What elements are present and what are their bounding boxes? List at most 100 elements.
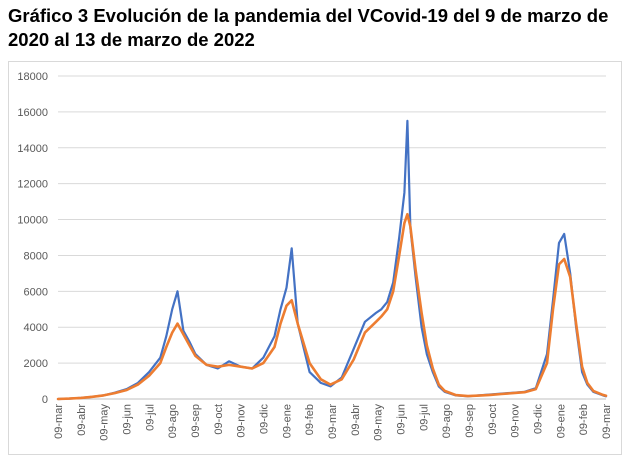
data-point (426, 353, 428, 355)
data-point (407, 213, 409, 215)
data-point (240, 366, 242, 368)
data-point (286, 287, 288, 289)
data-point (137, 384, 139, 386)
data-point (320, 379, 322, 381)
data-point (552, 309, 554, 311)
data-point (364, 332, 366, 334)
data-point (251, 368, 253, 370)
x-tick-label: 09-sep (190, 404, 202, 438)
x-tick-label: 09-ago (441, 404, 453, 438)
data-point (563, 233, 565, 235)
data-point (309, 362, 311, 364)
x-tick-label: 09-feb (304, 404, 316, 435)
data-point (57, 398, 59, 400)
data-point (171, 309, 173, 311)
x-tick-label: 09-mar (601, 404, 613, 439)
data-point (341, 379, 343, 381)
data-point (467, 395, 469, 397)
data-point (114, 392, 116, 394)
data-point (587, 382, 589, 384)
x-tick-label: 09-ene (555, 404, 567, 438)
data-point (274, 346, 276, 348)
data-point (398, 237, 400, 239)
chart-area (8, 61, 622, 455)
data-point (398, 255, 400, 257)
data-point (513, 392, 515, 394)
data-point (183, 334, 185, 336)
x-tick-label: 09-oct (213, 404, 225, 435)
series-lines (56, 119, 608, 401)
y-tick-label: 8000 (24, 250, 48, 262)
data-point (189, 344, 191, 346)
data-point (386, 301, 388, 303)
y-tick-label: 6000 (24, 286, 48, 298)
data-point (68, 398, 70, 400)
x-tick-label: 09-ago (167, 404, 179, 438)
data-point (444, 390, 446, 392)
data-point (404, 192, 406, 194)
data-point (478, 395, 480, 397)
y-tick-label: 18000 (17, 71, 48, 83)
data-point (575, 323, 577, 325)
data-point (524, 391, 526, 393)
data-point (195, 355, 197, 357)
data-point (605, 395, 607, 397)
series-line-daily (56, 119, 608, 401)
x-tick-label: 09-nov (236, 404, 248, 438)
data-point (404, 222, 406, 224)
y-tick-label: 0 (42, 394, 48, 406)
data-point (263, 357, 265, 359)
x-tick-label: 09-feb (578, 404, 590, 435)
x-tick-label: 09-abr (350, 404, 362, 436)
data-point (320, 382, 322, 384)
data-point (490, 394, 492, 396)
data-point (274, 335, 276, 337)
data-point (386, 309, 388, 311)
data-point (410, 226, 412, 228)
data-point (177, 323, 179, 325)
x-tick-label: 09-oct (487, 404, 499, 435)
data-point (280, 309, 282, 311)
data-point (228, 361, 230, 363)
data-point (432, 368, 434, 370)
chart-title: Gráfico 3 Evolución de la pandemia del V… (8, 5, 609, 50)
data-point (535, 388, 537, 390)
data-point (148, 375, 150, 377)
data-point (166, 335, 168, 337)
data-point (217, 366, 219, 368)
x-tick-label: 09-jul (144, 404, 156, 431)
data-point (148, 371, 150, 373)
x-tick-label: 09-dic (533, 404, 545, 434)
x-tick-label: 09-mar (327, 404, 339, 439)
data-point (392, 291, 394, 293)
data-point (546, 362, 548, 364)
y-axis: 0 2000 4000 6000 8000 10000 12000 14000 16000 180… (17, 71, 48, 406)
data-point (309, 371, 311, 373)
data-point (593, 390, 595, 392)
x-tick-label: 09-jun (396, 404, 408, 435)
data-point (375, 312, 377, 314)
data-point (364, 321, 366, 323)
data-point (177, 291, 179, 293)
x-tick-label: 09-nov (510, 404, 522, 438)
data-point (501, 393, 503, 395)
x-tick-label: 09-may (99, 404, 111, 441)
data-point (166, 346, 168, 348)
x-axis: 09-mar 09-abr 09-may 09-jun 09-jul 09-ago 09-s… (53, 404, 613, 441)
data-point (103, 395, 105, 397)
data-point (92, 396, 94, 398)
y-tick-label: 4000 (24, 322, 48, 334)
y-tick-label: 14000 (17, 143, 48, 155)
data-point (381, 316, 383, 318)
data-point (421, 326, 423, 328)
data-point (353, 359, 355, 361)
data-point (563, 258, 565, 260)
x-tick-label: 09-dic (259, 404, 271, 434)
x-tick-label: 09-abr (76, 404, 88, 436)
data-point (353, 348, 355, 350)
data-point (569, 276, 571, 278)
data-point (407, 120, 409, 122)
data-point (330, 384, 332, 386)
data-point (455, 394, 457, 396)
data-point (558, 242, 560, 244)
